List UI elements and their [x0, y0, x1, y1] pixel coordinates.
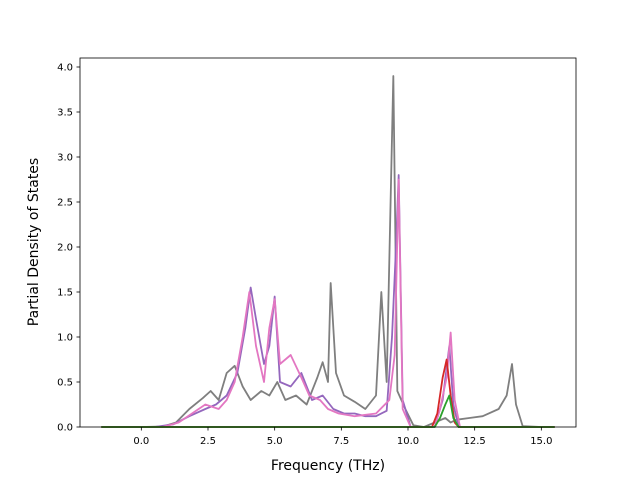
series-line-5 — [101, 394, 555, 428]
y-tick-label: 3.5 — [57, 108, 73, 119]
y-axis-label: Partial Density of States — [26, 158, 42, 326]
x-tick-label: 12.5 — [464, 436, 486, 447]
x-tick-label: 5.0 — [267, 436, 283, 447]
x-axis-label: Frequency (THz) — [271, 458, 385, 474]
axes-frame — [79, 57, 577, 428]
x-axis-ticks: 0.0 2.5 5.0 7.5 10.0 12.5 15.0 — [133, 427, 552, 447]
plot-area — [79, 57, 577, 428]
y-tick-label: 3.0 — [57, 153, 73, 164]
y-tick-label: 0.0 — [57, 423, 73, 434]
y-tick-label: 1.5 — [57, 288, 73, 299]
series-line-1 — [101, 75, 555, 428]
series-line-3 — [101, 178, 555, 428]
y-tick-label: 2.0 — [57, 243, 73, 254]
y-tick-label: 2.5 — [57, 198, 73, 209]
x-tick-label: 0.0 — [133, 436, 149, 447]
x-tick-label: 7.5 — [333, 436, 349, 447]
y-tick-label: 0.5 — [57, 378, 73, 389]
y-tick-label: 1.0 — [57, 333, 73, 344]
y-axis-ticks: 0.0 0.5 1.0 1.5 2.0 2.5 3.0 3.5 4.0 — [57, 63, 80, 434]
x-tick-label: 15.0 — [530, 436, 552, 447]
y-tick-label: 4.0 — [57, 63, 73, 74]
x-tick-label: 2.5 — [200, 436, 216, 447]
x-tick-label: 10.0 — [397, 436, 419, 447]
